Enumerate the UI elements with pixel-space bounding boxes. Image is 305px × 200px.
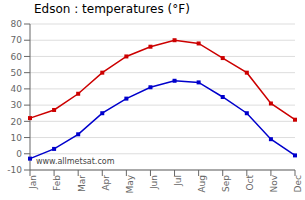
svg-text:Feb: Feb [52,175,62,191]
svg-text:Nov: Nov [269,174,279,192]
svg-text:Mar: Mar [77,175,87,192]
svg-text:Oct: Oct [245,175,255,191]
svg-text:Jun: Jun [149,175,159,190]
svg-text:May: May [125,174,135,193]
svg-text:Apr: Apr [101,175,111,191]
svg-text:30: 30 [11,100,23,110]
html-text:www.allmetsat.com: www.allmetsat.com [36,157,115,166]
html-text:Edson : temperatures (°F): Edson : temperatures (°F) [34,2,190,16]
svg-text:40: 40 [11,84,23,94]
svg-text:80: 80 [11,19,23,29]
svg-text:50: 50 [11,68,23,78]
svg-text:Jan: Jan [28,175,38,190]
svg-text:60: 60 [11,52,23,62]
svg-text:Sep: Sep [221,175,231,192]
svg-text:20: 20 [11,117,23,127]
svg-text:0: 0 [16,149,22,159]
svg-text:-10: -10 [8,165,22,175]
svg-text:70: 70 [11,35,23,45]
svg-text:10: 10 [11,133,23,143]
svg-text:Dec: Dec [293,175,297,192]
svg-text:Aug: Aug [197,175,207,193]
svg-text:Jul: Jul [173,175,183,187]
